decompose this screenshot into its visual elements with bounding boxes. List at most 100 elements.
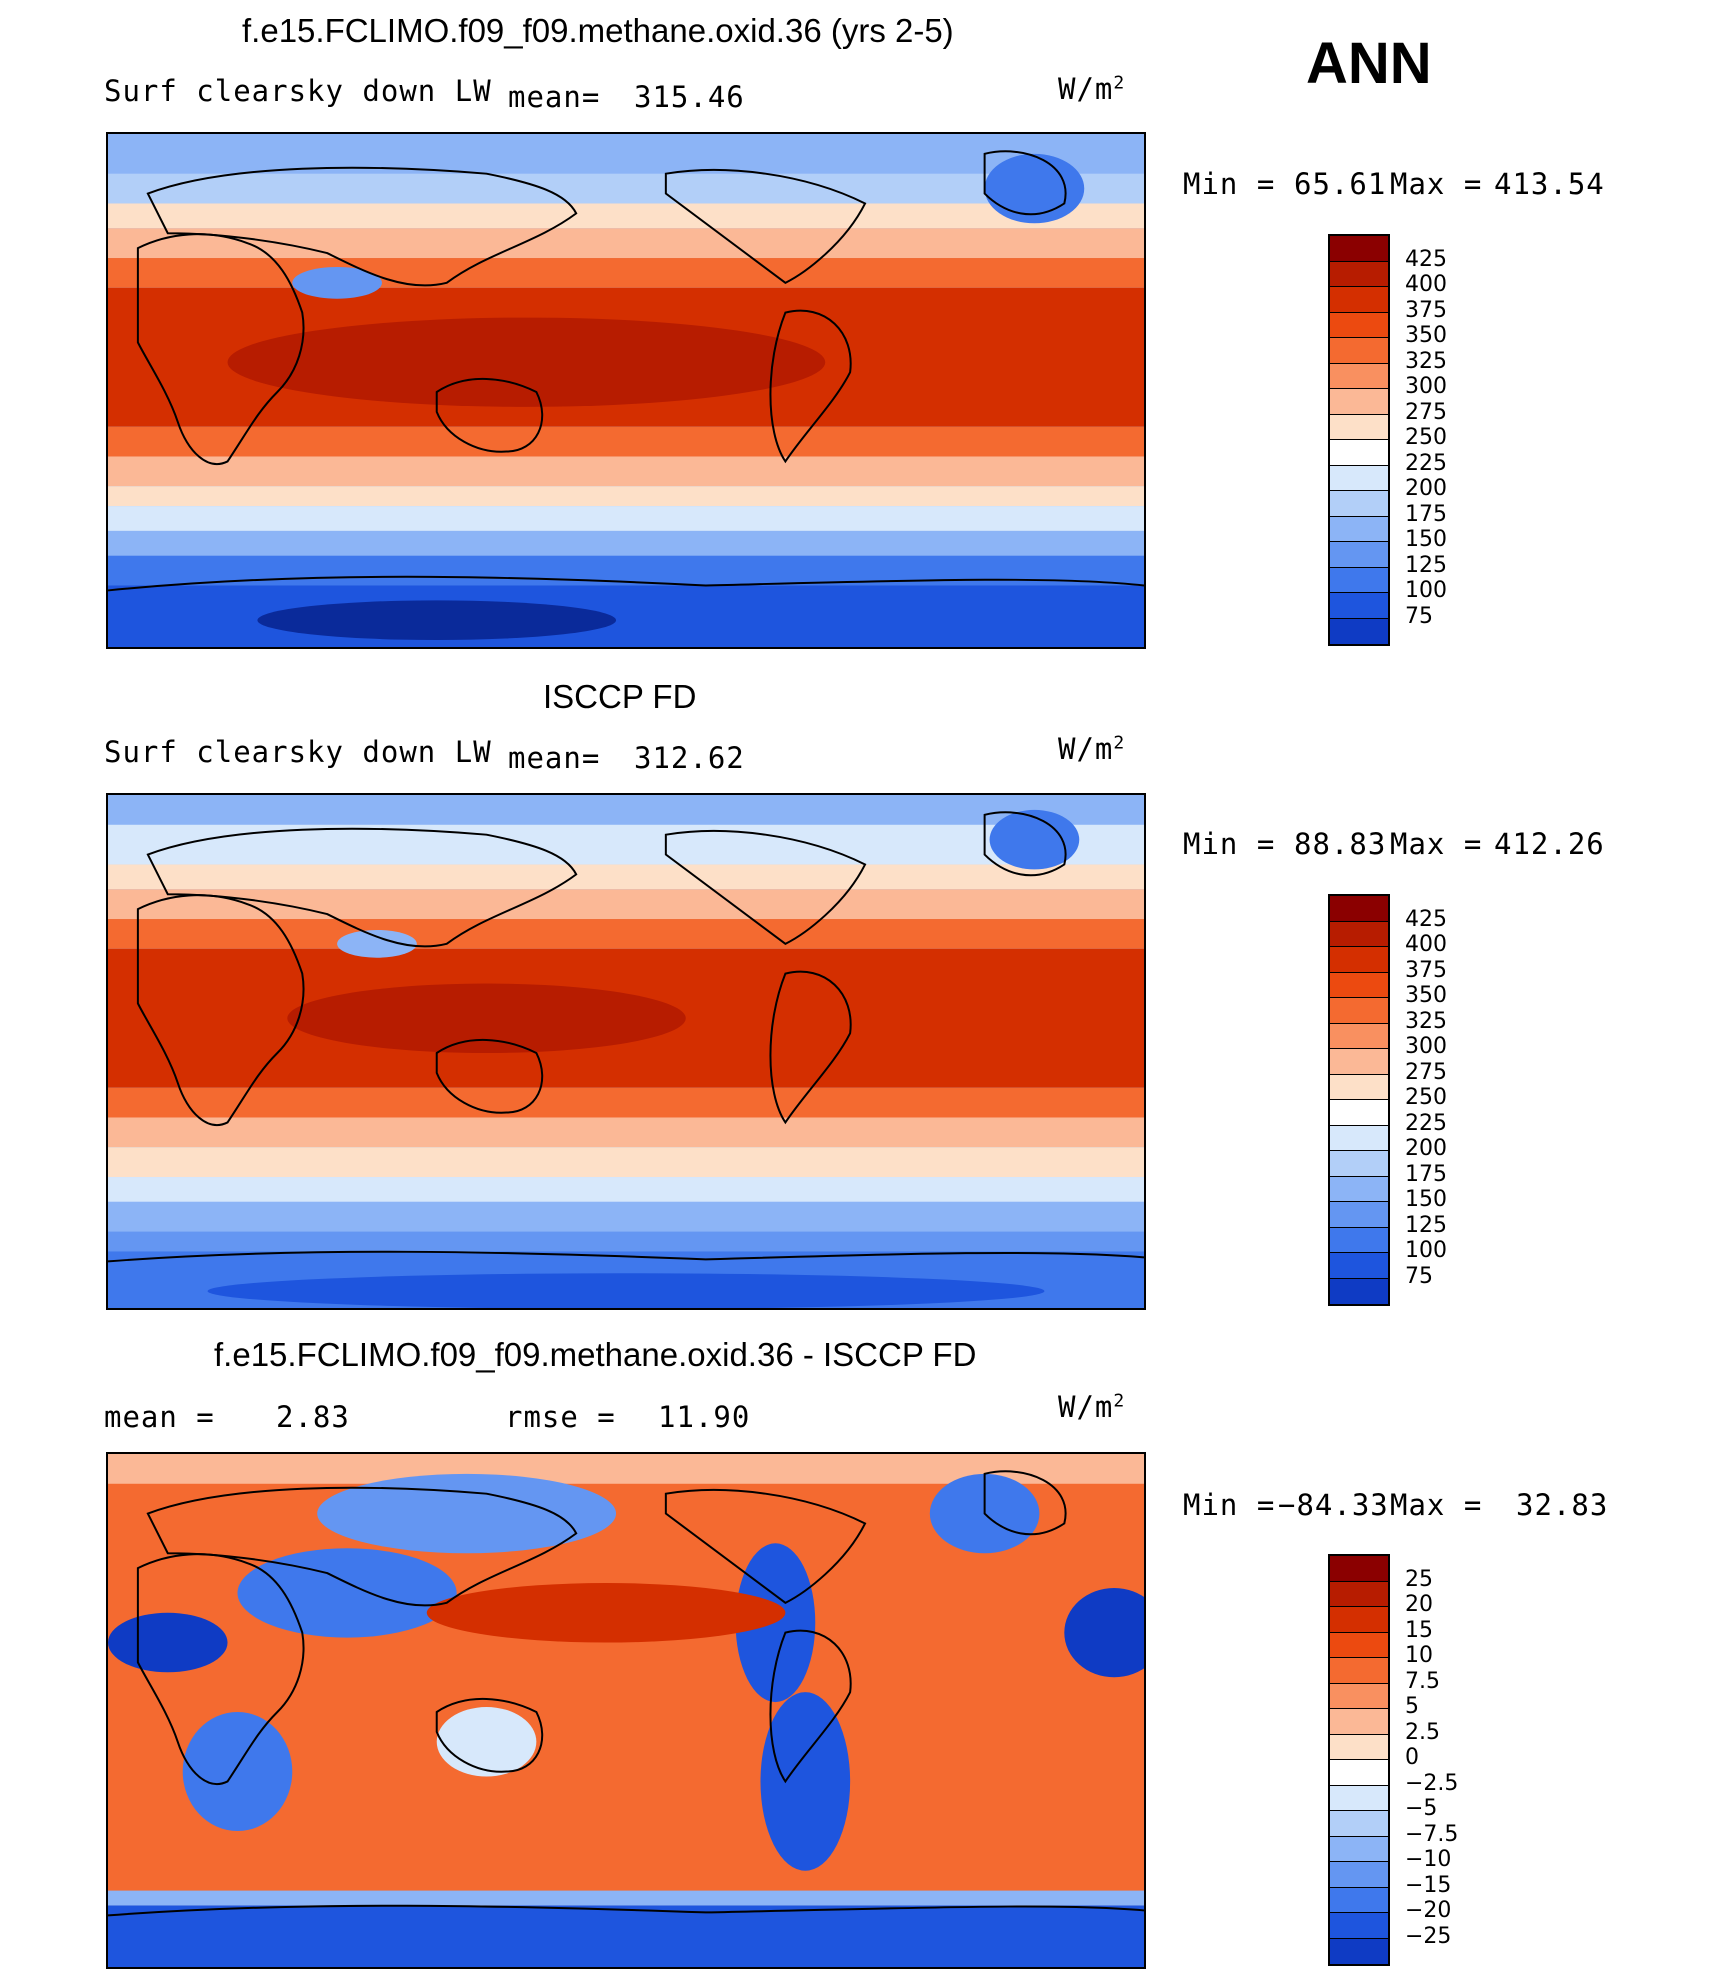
colorbar-tick-label: 175 — [1405, 501, 1447, 527]
band-south-cold-2 — [108, 1201, 1144, 1232]
colorbar-tick-label: 350 — [1405, 983, 1447, 1008]
colorbar-box — [1330, 261, 1388, 287]
colorbar-box — [1330, 1202, 1388, 1228]
panel-1-map-svg — [108, 134, 1144, 647]
band-north-subtropic — [108, 258, 1144, 288]
california-negative — [735, 1543, 816, 1703]
colorbar-box — [1330, 1227, 1388, 1253]
colorbar-box — [1330, 1887, 1388, 1913]
band-antarctic-edge — [108, 1231, 1144, 1252]
colorbar-box — [1330, 618, 1388, 644]
colorbar-tick-label: 250 — [1405, 1085, 1447, 1110]
panel-2-variable-label: Surf clearsky down LW — [104, 735, 492, 769]
colorbar-box — [1330, 1253, 1388, 1279]
greenland-outline — [983, 1470, 1067, 1536]
panel-2-max-value: 412.26 — [1494, 827, 1605, 861]
eurasia-outline — [146, 1486, 578, 1607]
colorbar-box — [1330, 1811, 1388, 1837]
band-south-subtropic — [108, 426, 1144, 457]
tibet-cold — [292, 266, 382, 299]
colorbar-tick-label: 125 — [1405, 1212, 1447, 1238]
greenland-cold — [984, 153, 1085, 224]
warm-pool — [287, 983, 686, 1053]
panel-1-min-label: Min = — [1183, 167, 1276, 201]
colorbar-box — [1330, 567, 1388, 593]
coastlines — [108, 1470, 1144, 1917]
panel-2-mean-label: mean= — [508, 741, 601, 775]
north-america-outline — [664, 168, 867, 285]
colorbar-box — [1330, 1023, 1388, 1049]
panel-3-rmse-value: 11.90 — [658, 1400, 751, 1434]
colorbar-box — [1330, 236, 1388, 262]
colorbar-box — [1330, 1556, 1388, 1582]
north-pacific-positive — [426, 1582, 786, 1643]
panel-1-title: f.e15.FCLIMO.f09_f09.methane.oxid.36 (yr… — [242, 12, 954, 49]
colorbar-tick-label: 100 — [1405, 1238, 1447, 1263]
colorbar-box — [1330, 389, 1388, 415]
colorbar-tick-label: 15 — [1405, 1617, 1433, 1643]
panel-3-mean-label: mean = — [104, 1400, 215, 1434]
colorbar-tick-label: 250 — [1405, 425, 1447, 450]
band-south-temperate — [108, 456, 1144, 487]
colorbar-tick-label: −20 — [1405, 1898, 1452, 1923]
north-america-outline — [664, 829, 867, 946]
colorbar-box — [1330, 1100, 1388, 1126]
greenland-cold — [989, 809, 1080, 870]
australia-outline — [435, 1697, 544, 1773]
colorbar-box — [1330, 1607, 1388, 1633]
colorbar-box — [1330, 1683, 1388, 1709]
panel-3-map — [106, 1452, 1146, 1969]
colorbar-tick-label: 0 — [1405, 1745, 1419, 1770]
africa-outline — [136, 1553, 305, 1785]
south-america-outline — [769, 309, 852, 464]
colorbar-tick-label: 425 — [1405, 906, 1447, 932]
colorbar-tick-label: 325 — [1405, 1008, 1447, 1034]
colorbar-tick-label: 75 — [1405, 603, 1433, 629]
colorbar-tick-label: −5 — [1405, 1796, 1438, 1821]
coastlines — [108, 811, 1144, 1263]
colorbar-tick-label: 5 — [1405, 1694, 1419, 1719]
tibet-cold — [337, 929, 417, 958]
colorbar-tick-label: 20 — [1405, 1592, 1433, 1617]
panel-1-mean-value: 315.46 — [634, 80, 745, 114]
panel-2-units: W/m2 — [1058, 732, 1126, 766]
colorbar-box — [1330, 1836, 1388, 1862]
coastlines — [108, 150, 1144, 592]
namibia-negative — [182, 1711, 293, 1832]
colorbar-tick-label: 7.5 — [1405, 1668, 1440, 1694]
antarctica-outline — [108, 1904, 1144, 1917]
colorbar-box — [1330, 593, 1388, 619]
panel-3-max-value: 32.83 — [1516, 1488, 1609, 1522]
panel-1-mean-label: mean= — [508, 80, 601, 114]
panel-2-title: ISCCP FD — [543, 678, 697, 715]
africa-outline — [136, 233, 305, 465]
band-north-cool — [108, 203, 1144, 229]
antarctica-negative — [108, 1905, 1144, 1967]
siberia-negative — [317, 1473, 617, 1554]
panel-1-map — [106, 132, 1146, 649]
colorbar-box — [1330, 1658, 1388, 1684]
panel-2-max-label: Max = — [1390, 827, 1483, 861]
colorbar-box — [1330, 896, 1388, 922]
colorbar-tick-label: 300 — [1405, 374, 1447, 399]
colorbar-box — [1330, 1176, 1388, 1202]
colorbar-tick-label: 150 — [1405, 1187, 1447, 1212]
panel-2-colorbar — [1328, 894, 1390, 1306]
colorbar-box — [1330, 972, 1388, 998]
colorbar-box — [1330, 1151, 1388, 1177]
band-arctic-2 — [108, 173, 1144, 204]
panel-1-max-value: 413.54 — [1494, 167, 1605, 201]
warm-pool — [227, 317, 826, 407]
panel-3-map-svg — [108, 1454, 1144, 1967]
panel-1-min-value: 65.61 — [1294, 167, 1387, 201]
band-south-cool — [108, 486, 1144, 507]
colorbar-box — [1330, 1581, 1388, 1607]
panel-1-variable-label: Surf clearsky down LW — [104, 74, 492, 108]
colorbar-box — [1330, 1862, 1388, 1888]
eurasia-outline — [146, 827, 578, 948]
panel-1-colorbar — [1328, 234, 1390, 646]
colorbar-tick-label: 275 — [1405, 1059, 1447, 1085]
band-south-cold-2 — [108, 530, 1144, 556]
antarctica-outline — [108, 575, 1144, 592]
colorbar-tick-label: 300 — [1405, 1034, 1447, 1059]
